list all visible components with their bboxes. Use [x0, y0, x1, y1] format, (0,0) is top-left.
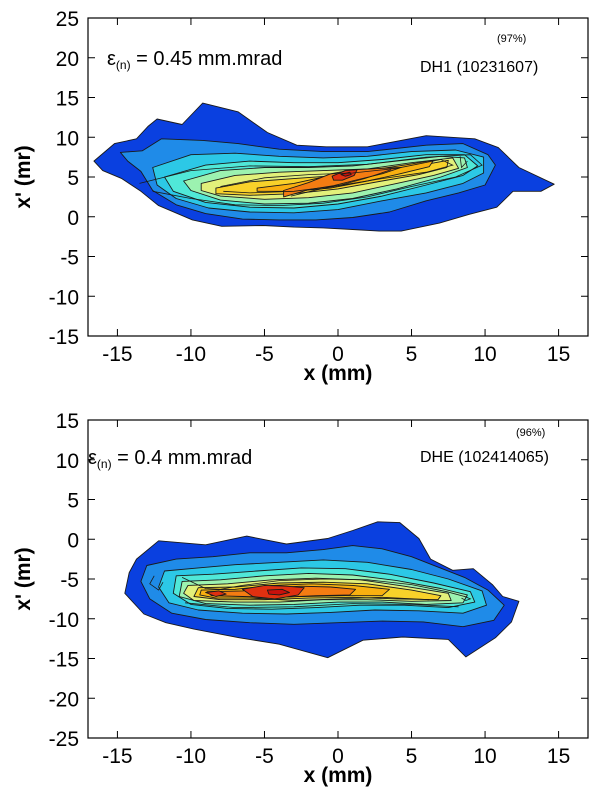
- emittance-symbol: ε: [88, 447, 97, 469]
- y-tick-label: 20: [56, 48, 79, 71]
- y-tick-label: 10: [56, 450, 79, 473]
- contour-plot-bottom: -15 -10 -5 0 5 10 15 15 10 5 0 -5 -10 -15 -20 -25 x (mm)…: [12, 410, 589, 787]
- contour-line-4: [459, 156, 468, 169]
- percent-annotation: (96%): [516, 427, 545, 439]
- x-tick-label: 5: [406, 343, 418, 366]
- contour-line-1: [149, 575, 164, 591]
- x-tick-label: -5: [255, 745, 274, 768]
- emittance-subscript: (n): [97, 457, 112, 471]
- emittance-subscript: (n): [116, 58, 131, 72]
- contour-level-11: [205, 590, 227, 597]
- run-id-annotation: DH1 (10231607): [420, 59, 538, 76]
- emittance-annotation: ε(n) = 0.45 mm.mrad: [107, 48, 282, 72]
- emittance-value: = 0.45 mm.mrad: [131, 48, 283, 70]
- x-tick-label: 10: [473, 745, 496, 768]
- contour-fill-group: [124, 521, 520, 659]
- contour-line-2: [220, 159, 454, 194]
- contour-level-9: [283, 167, 402, 198]
- contour-line-3: [290, 169, 392, 197]
- y-tick-label: -5: [60, 247, 79, 270]
- y-tick-label: 10: [56, 127, 79, 150]
- contour-level-12: [266, 588, 290, 596]
- contour-plot-top: -15 -10 -5 0 5 10 15 25 20 15 10 5 0 -5 -10 -15 x (mm) x'…: [12, 8, 589, 385]
- y-tick-label: -25: [49, 728, 79, 751]
- y-tick-label: 15: [56, 88, 79, 111]
- x-tick-label: 10: [473, 343, 496, 366]
- contour-line-1: [139, 154, 483, 207]
- y-tick-label: -20: [49, 688, 79, 711]
- y-tick-label: 0: [67, 529, 79, 552]
- percent-annotation: (97%): [497, 33, 526, 45]
- run-id-annotation: DHE (102414065): [420, 449, 549, 466]
- y-tick-label: 25: [56, 8, 79, 31]
- contour-line-4: [249, 596, 430, 601]
- y-tick-label: -5: [60, 569, 79, 592]
- x-tick-label: -15: [102, 343, 132, 366]
- x-tick-label: 15: [547, 343, 570, 366]
- y-tick-label: -10: [49, 286, 79, 309]
- y-axis-label: x' (mr): [12, 145, 35, 208]
- x-axis-label: x (mm): [304, 764, 373, 787]
- x-tick-label: -5: [255, 343, 274, 366]
- y-axis-label: x' (mr): [12, 547, 35, 610]
- x-tick-label: -10: [176, 745, 206, 768]
- y-tick-label: -15: [49, 649, 79, 672]
- x-axis-label: x (mm): [304, 362, 373, 385]
- contour-line-2: [181, 577, 468, 598]
- emittance-symbol: ε: [107, 48, 116, 70]
- x-tick-label: 15: [547, 745, 570, 768]
- contour-line-3: [185, 602, 459, 609]
- y-tick-label: 15: [56, 410, 79, 433]
- contour-fill-group: [93, 102, 555, 232]
- x-tick-label: 0: [332, 343, 344, 366]
- emittance-annotation: ε(n) = 0.4 mm.mrad: [88, 447, 252, 471]
- x-tick-label: -10: [176, 343, 206, 366]
- phase-space-contour-top: -15 -10 -5 0 5 10 15 25 20 15 10 5 0 -5 -10 -15 x (mm) x'…: [0, 0, 602, 390]
- x-tick-label: -15: [102, 745, 132, 768]
- emittance-value: = 0.4 mm.mrad: [112, 447, 253, 469]
- contour-line-5: [461, 596, 472, 601]
- x-tick-label: 5: [406, 745, 418, 768]
- y-tick-label: 0: [67, 207, 79, 230]
- x-tick-label: 0: [332, 745, 344, 768]
- y-tick-label: 5: [67, 167, 79, 190]
- y-tick-label: 5: [67, 490, 79, 513]
- y-tick-label: -15: [49, 326, 79, 349]
- phase-space-contour-bottom: -15 -10 -5 0 5 10 15 15 10 5 0 -5 -10 -15 -20 -25 x (mm)…: [0, 403, 602, 789]
- y-tick-label: -10: [49, 609, 79, 632]
